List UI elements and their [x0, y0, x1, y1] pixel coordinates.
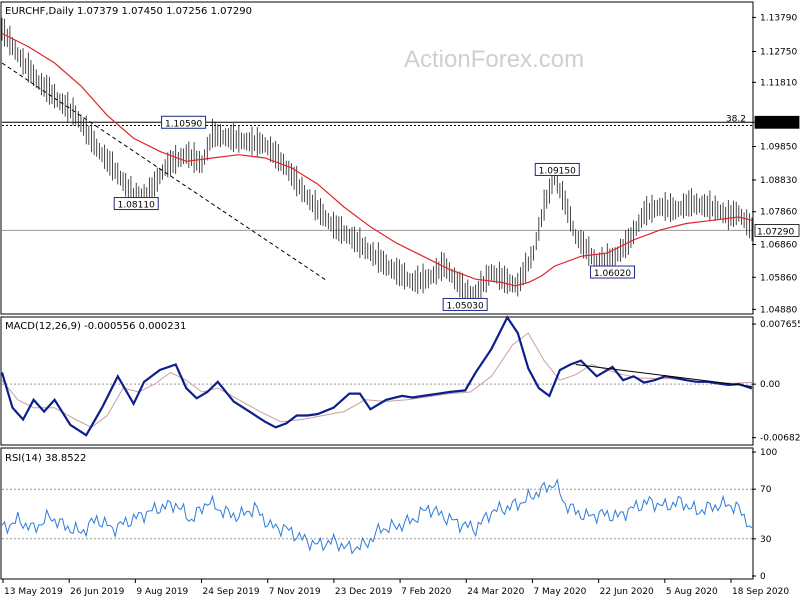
price-annotation-box [113, 197, 159, 211]
price-tick-label: 1.12750 [760, 48, 797, 58]
macd-series [0, 315, 753, 437]
rsi-tick-label: 70 [760, 485, 772, 495]
price-tick-label: 1.09850 [760, 143, 797, 153]
rsi-panel-frame [0, 447, 754, 580]
x-tick-label: 5 Aug 2020 [666, 587, 718, 597]
price-annotation-box [590, 265, 636, 279]
macd-tick-label: -0.006822 [760, 434, 800, 444]
price-annotation-box [534, 162, 580, 176]
price-panel-title: EURCHF,Daily 1.07379 1.07450 1.07256 1.0… [5, 6, 252, 17]
macd-signal-line [1, 332, 753, 428]
x-tick-label: 7 Nov 2019 [269, 587, 321, 597]
price-tick-label: 1.10590 [760, 118, 797, 128]
price-annotation-label: 1.05030 [447, 301, 484, 311]
price-grid: 1.10590 38.2 1.07290 [2, 115, 800, 237]
price-series [1, 17, 753, 306]
rsi-y-axis: 100 70 30 0 [752, 448, 777, 582]
macd-tick-label: 0.007655 [760, 320, 800, 330]
price-labels: 1.10590 1.08110 1.05030 1.09150 1.06020 [113, 115, 636, 311]
x-tick-label: 24 Mar 2020 [467, 587, 524, 597]
price-annotation-box [161, 115, 207, 129]
rsi-line [1, 478, 753, 555]
price-panel-frame [0, 1, 754, 315]
rsi-tick-label: 100 [760, 448, 777, 458]
price-annotation-label: 1.06020 [594, 269, 631, 279]
x-tick-label: 7 May 2020 [533, 587, 586, 597]
x-tick-label: 7 Feb 2020 [401, 587, 452, 597]
price-tick-label: 1.07860 [760, 208, 797, 218]
x-tick-label: 22 Jun 2020 [600, 587, 654, 597]
x-tick-label: 26 Jun 2019 [70, 587, 124, 597]
price-tick-label: 1.04880 [760, 305, 797, 315]
x-axis: 13 May 2019 26 Jun 2019 9 Aug 2019 24 Sep 2… [2, 579, 789, 597]
macd-panel-frame [0, 316, 754, 446]
price-level-box [754, 224, 800, 237]
price-annotation-box [442, 297, 488, 311]
price-annotation-label: 1.09150 [539, 166, 576, 176]
x-tick-label: 9 Aug 2019 [136, 587, 188, 597]
price-tick-label: 1.11810 [760, 78, 797, 88]
macd-y-axis: 0.007655 0.00 -0.006822 [752, 320, 800, 444]
rsi-series [1, 478, 753, 555]
x-tick-label: 18 Sep 2020 [732, 587, 789, 597]
price-annotation-label: 1.10590 [165, 119, 202, 129]
price-tick-label: 1.08830 [760, 176, 797, 186]
price-tick-label: 1.06860 [760, 241, 797, 251]
price-tick-label: 1.13790 [760, 13, 797, 23]
price-y-axis: 1.13790 1.12750 1.11810 1.10590 1.09850 1.088… [752, 13, 797, 315]
fib-level-label: 38.2 [726, 115, 746, 125]
rsi-panel-title: RSI(14) 38.8522 [5, 453, 86, 464]
price-annotation-label: 1.08110 [118, 201, 155, 211]
moving-average-line [1, 32, 753, 287]
price-level-label: 1.10590 [757, 119, 794, 129]
rsi-tick-label: 30 [760, 535, 772, 545]
macd-trendline [575, 364, 753, 387]
downtrend-line [1, 62, 326, 281]
rsi-tick-label: 0 [760, 572, 766, 582]
rsi-grid [2, 488, 752, 540]
macd-line [0, 315, 753, 437]
price-tick-label: 1.05860 [760, 273, 797, 283]
macd-panel-title: MACD(12,26,9) -0.000556 0.000231 [5, 321, 186, 332]
x-tick-label: 23 Dec 2019 [335, 587, 393, 597]
price-level-label: 1.07290 [757, 227, 794, 237]
watermark: ActionForex.com [404, 46, 584, 73]
x-tick-label: 13 May 2019 [4, 587, 63, 597]
x-tick-label: 24 Sep 2019 [203, 587, 260, 597]
macd-tick-label: 0.00 [760, 380, 780, 390]
